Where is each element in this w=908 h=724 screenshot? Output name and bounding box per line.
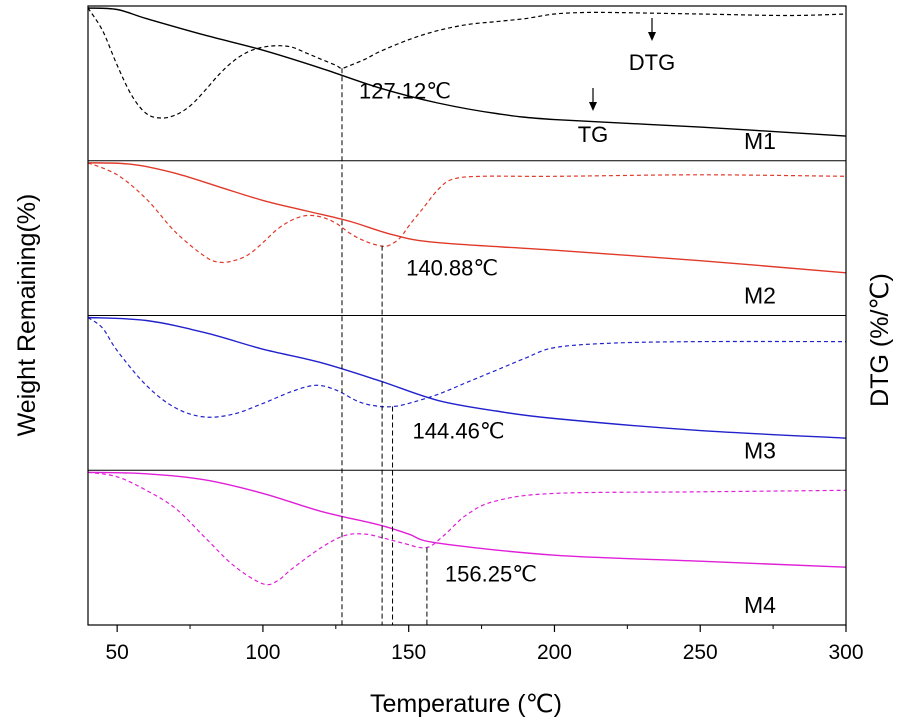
panel-label-m2: M2 xyxy=(744,283,776,309)
plot-frame xyxy=(87,5,847,626)
tg-line-m3 xyxy=(87,316,847,439)
peak-label-m3: 144.46℃ xyxy=(413,418,505,443)
peak-label-m1: 127.12℃ xyxy=(359,78,451,103)
panels: M1 127.12℃ M2 140.88℃ M3 144.46℃ M4 156.25℃ xyxy=(87,7,847,618)
dtg-line-m1 xyxy=(87,7,847,119)
dtg-line-m3 xyxy=(87,317,847,418)
panel-m4: M4 156.25℃ xyxy=(87,471,847,618)
dtg-line-m4 xyxy=(87,471,847,586)
x-tick-label: 200 xyxy=(537,641,572,664)
tg-curve-label: TG xyxy=(578,122,609,147)
curve-annotations: DTG TG xyxy=(578,18,675,147)
panel-m1: M1 127.12℃ xyxy=(87,7,847,154)
dtg-curve-label: DTG xyxy=(629,50,675,75)
tg-arrow-head xyxy=(589,102,597,111)
peak-label-m4: 156.25℃ xyxy=(445,562,537,587)
tg-line-m2 xyxy=(87,162,847,274)
x-axis-ticks: 50 100 150 200 250 300 xyxy=(105,625,864,664)
x-tick-label: 100 xyxy=(245,641,280,664)
dtg-line-m2 xyxy=(87,162,847,264)
y-axis-title-right: DTG (%/℃) xyxy=(866,273,894,407)
plot-border xyxy=(87,5,847,626)
x-axis-title: Temperature (℃) xyxy=(370,690,562,718)
peak-lines xyxy=(341,68,428,625)
x-tick-label: 250 xyxy=(683,641,718,664)
x-tick-label: 150 xyxy=(391,641,426,664)
x-tick-label: 300 xyxy=(828,641,863,664)
panel-label-m3: M3 xyxy=(744,437,776,463)
dtg-arrow-head xyxy=(648,32,656,41)
panel-m2: M2 140.88℃ xyxy=(87,162,847,309)
panel-label-m1: M1 xyxy=(744,128,776,154)
tg-line-m4 xyxy=(87,471,847,568)
peak-label-m2: 140.88℃ xyxy=(406,256,498,281)
panel-label-m4: M4 xyxy=(744,592,776,618)
panel-m3: M3 144.46℃ xyxy=(87,316,847,463)
tg-line-m1 xyxy=(87,7,847,137)
x-tick-label: 50 xyxy=(105,641,128,664)
y-axis-title-left: Weight Remaining(%) xyxy=(13,194,41,437)
